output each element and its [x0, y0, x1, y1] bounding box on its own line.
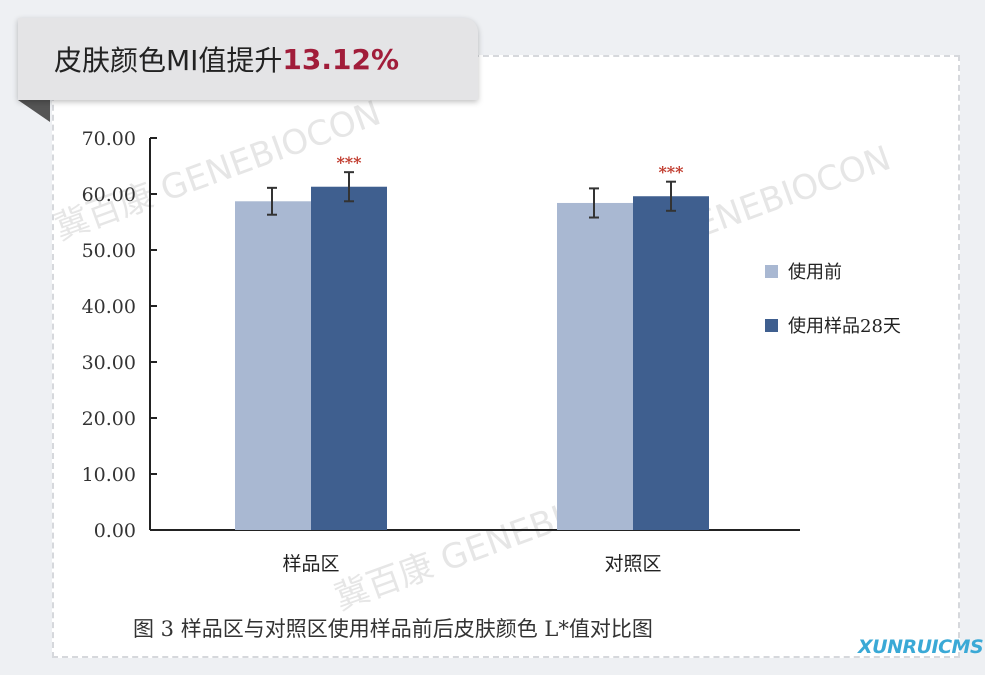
y-tick-label: 40.00 [82, 296, 136, 318]
y-tick-label: 0.00 [94, 520, 136, 542]
legend-swatch [765, 265, 778, 278]
legend-swatch [765, 319, 778, 332]
significance-label: *** [336, 153, 362, 172]
banner-fold [18, 100, 50, 122]
legend-label: 使用样品28天 [788, 316, 901, 337]
y-tick-label: 20.00 [82, 408, 136, 430]
y-tick-label: 60.00 [82, 184, 136, 206]
x-tick-label: 样品区 [282, 553, 339, 575]
bar [557, 202, 633, 530]
x-tick-label: 对照区 [604, 553, 661, 575]
headline-value: 13.12% [282, 42, 400, 76]
y-tick-label: 50.00 [82, 240, 136, 262]
y-tick-label: 30.00 [82, 352, 136, 374]
headline-banner: 皮肤颜色MI值提升 13.12% [18, 18, 478, 100]
bar [633, 196, 709, 531]
chart-card [52, 55, 960, 658]
significance-label: *** [658, 163, 684, 182]
bar [311, 186, 387, 530]
chart-caption: 图 3 样品区与对照区使用样品前后皮肤颜色 L*值对比图 [133, 617, 653, 641]
y-tick-label: 70.00 [82, 128, 136, 150]
bar [235, 201, 311, 530]
headline-text: 皮肤颜色MI值提升 [54, 44, 283, 77]
y-tick-label: 10.00 [82, 464, 136, 486]
legend-label: 使用前 [788, 262, 842, 283]
logo: XUNRUICMS [858, 636, 984, 658]
